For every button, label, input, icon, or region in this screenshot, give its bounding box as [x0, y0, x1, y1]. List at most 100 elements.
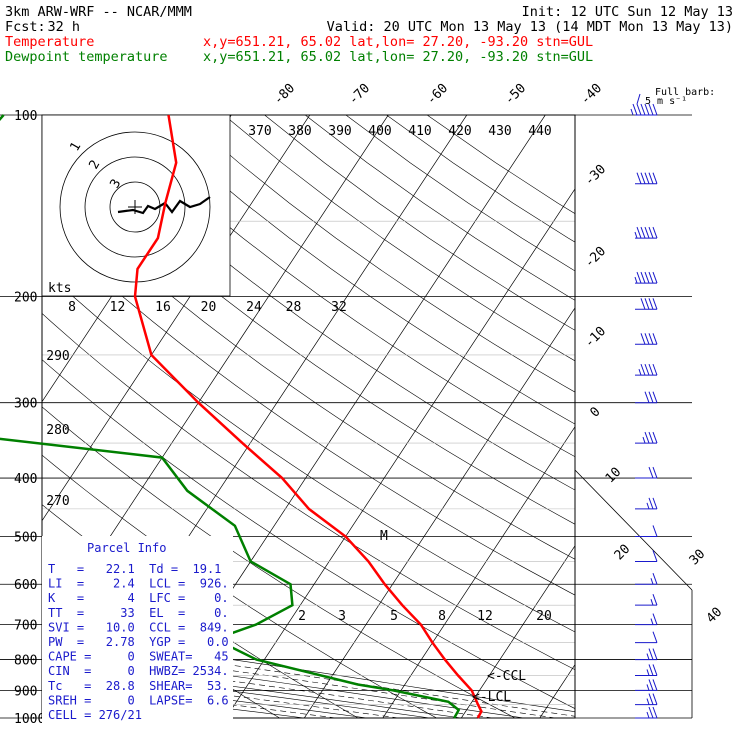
wind-barb-400 — [635, 466, 658, 479]
parcel-row-9: SREH = 0 LAPSE= 6.6 — [48, 693, 229, 707]
dry-adiabat — [305, 115, 575, 301]
wind-barb-750 — [635, 631, 658, 644]
legend-barb — [636, 93, 641, 105]
moist-adiabat — [42, 648, 556, 718]
pressure-label-800: 800 — [14, 654, 37, 669]
dry-adiabat — [183, 115, 575, 393]
temp-tick-0: 0 — [587, 404, 603, 420]
temp-tick--20: -20 — [582, 244, 609, 271]
wind-barb-950 — [635, 693, 658, 706]
wind-barb-130 — [635, 172, 658, 185]
pressure-label-1000: 1000 — [14, 712, 45, 727]
parcel-row-4: SVI = 10.0 CCL = 849. — [48, 620, 229, 634]
temp-tick--50: -50 — [502, 81, 529, 108]
theta-label-400: 400 — [368, 124, 391, 139]
theta-label-380: 380 — [288, 124, 311, 139]
isotherm — [225, 188, 575, 718]
theta-label-280: 280 — [46, 423, 69, 438]
ccl-marker: <-CCL — [487, 669, 526, 684]
wind-barb-100 — [630, 103, 658, 116]
model-title: 3km ARW-WRF -- NCAR/MMM — [5, 4, 192, 20]
temp-tick--40: -40 — [578, 81, 605, 108]
mixing-ratio-3: 3 — [338, 609, 346, 624]
temperature-legend: Temperature — [5, 34, 94, 50]
hodograph-ring — [59, 131, 211, 283]
isotherm — [42, 115, 311, 522]
parcel-row-3: TT = 33 EL = 0. — [48, 606, 229, 620]
ring-label-20: 20 — [201, 300, 217, 315]
parcel-row-1: LI = 2.4 LCL = 926. — [48, 577, 229, 591]
parcel-row-5: PW = 2.78 YGP = 0.0 — [48, 635, 229, 649]
parcel-info-panel: Parcel Info T = 22.1 Td = 19.1LI = 2.4 L… — [42, 536, 233, 724]
temp-tick-40: 40 — [704, 605, 726, 627]
dewpoint-legend: Dewpoint temperature — [5, 49, 168, 65]
temp-tick--60: -60 — [424, 81, 451, 108]
wind-barb-550 — [635, 550, 658, 562]
mixing-ratio-2: 2 — [298, 609, 306, 624]
hodograph-ring — [84, 156, 186, 258]
pressure-label-300: 300 — [14, 397, 37, 412]
temp-tick-10: 10 — [603, 465, 625, 487]
wind-barb-500 — [635, 525, 658, 537]
parcel-row-8: Tc = 28.8 SHEAR= 53. — [48, 679, 229, 693]
pressure-label-900: 900 — [14, 684, 37, 699]
isotherm — [304, 307, 575, 718]
wind-barb-1000 — [635, 706, 658, 719]
mixing-ratio-12: 12 — [477, 609, 493, 624]
pressure-label-200: 200 — [14, 291, 37, 306]
theta-label-430: 430 — [488, 124, 511, 139]
wind-barb-240 — [635, 333, 658, 345]
temperature-location: x,y=651.21, 65.02 lat,lon= 27.20, -93.20… — [203, 34, 593, 50]
theta-label-410: 410 — [408, 124, 431, 139]
wind-barb-450 — [635, 497, 658, 510]
wind-barb-350 — [635, 431, 658, 444]
theta-label-370: 370 — [248, 124, 271, 139]
wind-barb-300 — [635, 391, 658, 404]
ring-label-16: 16 — [155, 300, 171, 315]
parcel-row-6: CAPE = 0 SWEAT= 45 — [48, 650, 229, 664]
dry-adiabat — [345, 115, 575, 272]
ring-label-8: 8 — [68, 300, 76, 315]
theta-label-440: 440 — [528, 124, 551, 139]
valid-time: Valid: 20 UTC Mon 13 May 13 (14 MDT Mon … — [327, 19, 733, 35]
plot-frame — [41, 114, 576, 719]
isotherm — [539, 664, 575, 718]
parcel-row-10: CELL = 276/21 — [48, 708, 142, 722]
temp-tick-20: 20 — [612, 542, 634, 564]
pressure-label-400: 400 — [14, 472, 37, 487]
isotherm — [382, 426, 575, 718]
wind-barb-190 — [634, 271, 658, 284]
sounding-profiles — [0, 114, 483, 719]
wind-barb-900 — [635, 679, 658, 691]
isotherm — [618, 115, 740, 718]
mixing-ratio-5: 5 — [390, 609, 398, 624]
theta-label-270: 270 — [46, 494, 69, 509]
temp-tick--70: -70 — [346, 81, 373, 108]
parcel-row-0: T = 22.1 Td = 19.1 — [48, 562, 221, 576]
wind-barb-600 — [635, 573, 658, 585]
temp-tick-30: 30 — [687, 547, 709, 569]
moist-adiabat — [42, 675, 399, 718]
wind-barb-160 — [634, 226, 658, 239]
temperature-profile — [133, 114, 483, 719]
wind-barb-270 — [635, 363, 658, 376]
ring-label-28: 28 — [286, 300, 302, 315]
barb-legend-units: 5 m s⁻¹ — [645, 96, 687, 107]
barb-legend-label: Full barb: — [655, 87, 715, 98]
wind-barb-800 — [635, 648, 658, 661]
ring-label-24: 24 — [246, 300, 262, 315]
ring-label-12: 12 — [110, 300, 126, 315]
pressure-label-700: 700 — [14, 619, 37, 634]
hodograph: 321 — [41, 114, 231, 297]
lcl-marker: <-LCL — [472, 690, 511, 705]
forecast-hour: 32 h — [47, 19, 80, 35]
mixing-ratio-20: 20 — [536, 609, 552, 624]
pressure-label-600: 600 — [14, 578, 37, 593]
dry-adiabat — [386, 115, 575, 243]
mixing-ratio-8: 8 — [438, 609, 446, 624]
theta-label-390: 390 — [328, 124, 351, 139]
pressure-label-100: 100 — [14, 109, 37, 124]
wind-barbs — [630, 93, 658, 719]
